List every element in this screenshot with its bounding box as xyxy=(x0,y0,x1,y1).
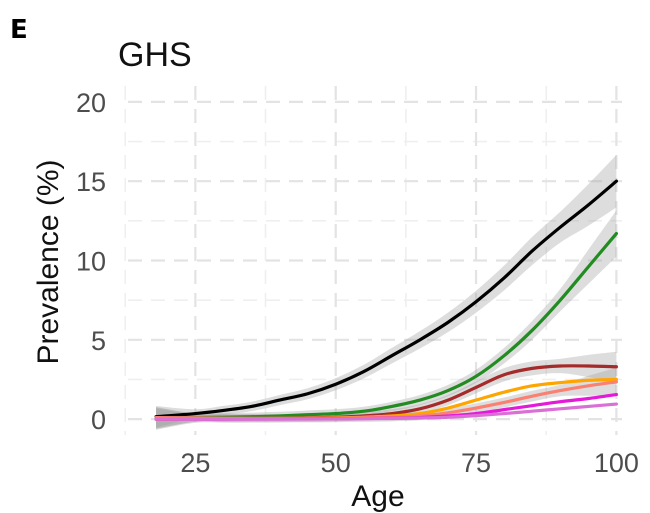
series-0-ci-band xyxy=(156,155,617,428)
y-tick-label: 5 xyxy=(91,326,106,356)
series-0-line xyxy=(154,179,618,419)
x-tick-label: 100 xyxy=(594,448,639,478)
x-tick-label: 50 xyxy=(321,448,351,478)
panel-label: E xyxy=(10,15,28,45)
y-tick-label: 0 xyxy=(91,405,106,435)
x-axis-title: Age xyxy=(351,480,404,513)
y-axis-title: Prevalence (%) xyxy=(32,159,65,364)
x-tick-label: 25 xyxy=(180,448,210,478)
x-axis-ticks: 25 50 75 100 xyxy=(180,448,639,478)
x-tick-label: 75 xyxy=(461,448,491,478)
y-axis-ticks: 0 5 10 15 20 xyxy=(76,88,106,435)
confidence-ribbons xyxy=(156,155,617,430)
chart-title: GHS xyxy=(118,36,192,74)
series-2-ci-band xyxy=(156,351,617,430)
y-tick-label: 10 xyxy=(76,247,106,277)
gridlines xyxy=(124,86,622,435)
series-lines xyxy=(154,179,618,421)
y-tick-label: 20 xyxy=(76,88,106,118)
series-6-line xyxy=(154,402,618,421)
y-tick-label: 15 xyxy=(76,167,106,197)
